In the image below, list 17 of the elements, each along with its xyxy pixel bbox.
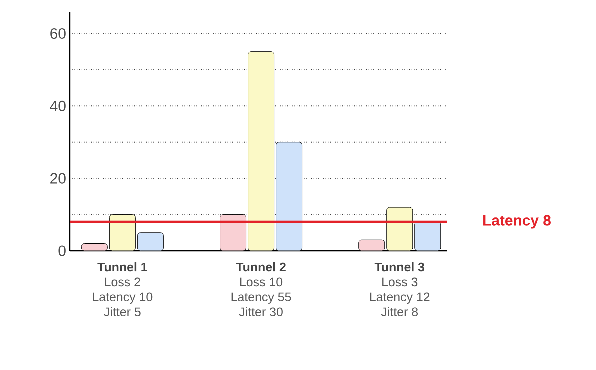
y-tick-label: 60 bbox=[50, 28, 66, 40]
data-label: Latency 55 bbox=[232, 292, 292, 304]
data-label: Loss 2 bbox=[105, 278, 140, 287]
data-label: Jitter 5 bbox=[104, 307, 141, 316]
x-tick-label: Tunnel 3 bbox=[374, 262, 425, 272]
x-tick-label: Tunnel 2 bbox=[236, 262, 286, 272]
data-label: Jitter 30 bbox=[239, 307, 283, 316]
y-tick-label: 40 bbox=[50, 100, 66, 112]
ref-line-label: Latency 8 bbox=[484, 215, 551, 229]
y-tick-label: 20 bbox=[50, 173, 66, 184]
y-tick-label: 0 bbox=[58, 246, 66, 256]
x-tick-label: Tunnel 1 bbox=[98, 262, 148, 272]
data-label: Loss 10 bbox=[240, 278, 283, 287]
data-label: Latency 12 bbox=[370, 292, 430, 304]
data-label: Latency 10 bbox=[93, 292, 153, 304]
data-label: Loss 3 bbox=[382, 278, 418, 287]
data-label: Jitter 8 bbox=[381, 307, 418, 316]
